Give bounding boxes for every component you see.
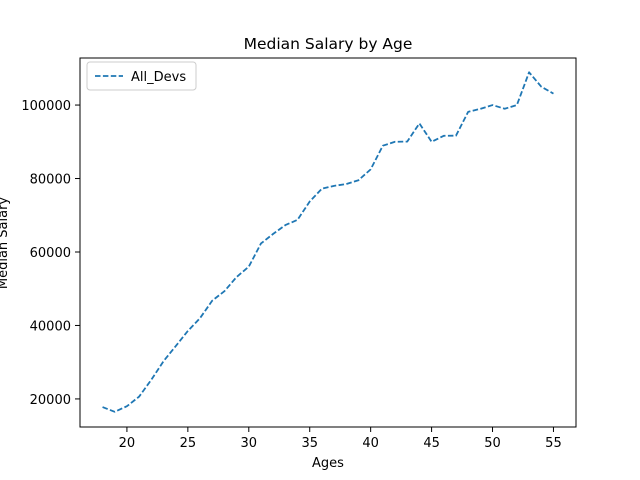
chart-title: Median Salary by Age [244,35,413,53]
x-tick-label: 50 [484,436,501,451]
series-line-all-devs [102,71,554,413]
x-tick-label: 20 [119,436,136,451]
y-tick-label: 20000 [30,393,71,408]
x-tick-label: 45 [423,436,440,451]
y-tick-label: 40000 [30,319,71,334]
legend-label-all-devs: All_Devs [131,70,186,85]
plot-frame [79,57,577,428]
x-axis-title: Ages [312,456,344,471]
x-tick-label: 25 [180,436,197,451]
plot-area: 20 25 30 35 40 45 50 55 20000 40000 60000 80000 1000… [21,57,577,451]
x-tick-label: 55 [545,436,562,451]
y-axis-title: Median Salary [0,197,11,290]
y-tick-label: 60000 [30,246,71,261]
legend-box [86,61,197,91]
x-tick-label: 35 [301,436,318,451]
x-tick-label: 40 [362,436,379,451]
legend: All_Devs [86,61,197,91]
y-tick-label: 80000 [30,173,71,188]
y-tick-label: 100000 [21,99,71,114]
x-tick-label: 30 [241,436,258,451]
